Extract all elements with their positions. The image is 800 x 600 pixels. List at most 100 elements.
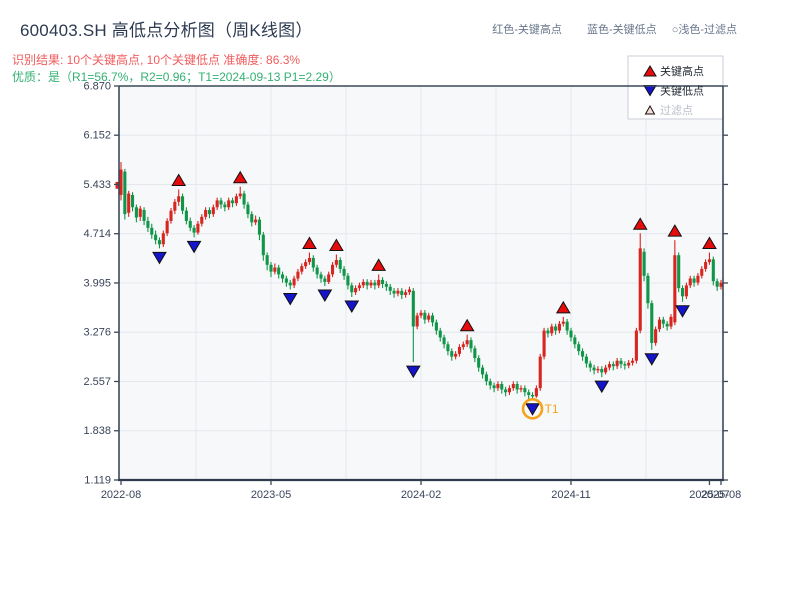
candle-body bbox=[400, 290, 404, 295]
candle-body bbox=[157, 240, 162, 245]
candle-body bbox=[669, 316, 673, 327]
key-low-marker bbox=[525, 403, 540, 416]
y-tick-label: 1.119 bbox=[84, 475, 111, 487]
candle-body bbox=[592, 367, 596, 371]
candle-body bbox=[546, 330, 550, 334]
candle-body bbox=[269, 264, 273, 272]
candle-body bbox=[692, 278, 696, 283]
candle-body bbox=[611, 364, 615, 367]
candle-body bbox=[365, 281, 369, 286]
candle-body bbox=[511, 384, 515, 389]
candle-body bbox=[315, 267, 319, 275]
candle-body bbox=[188, 220, 192, 228]
key-low-marker bbox=[317, 289, 333, 303]
candle-body bbox=[311, 257, 315, 268]
candle-body bbox=[573, 337, 577, 345]
candle-body bbox=[642, 251, 646, 276]
note-filtered: ○浅色-过滤点 bbox=[671, 24, 737, 36]
candle-body bbox=[150, 227, 154, 235]
key-low-marker bbox=[186, 240, 202, 254]
candle-body bbox=[719, 282, 723, 287]
candle-body bbox=[180, 196, 185, 211]
candle-body bbox=[519, 388, 523, 390]
legend-key-high-icon bbox=[643, 65, 657, 77]
candle-body bbox=[307, 257, 312, 263]
key-low-marker bbox=[675, 305, 690, 318]
candle-body bbox=[192, 227, 196, 233]
candle-body bbox=[480, 367, 485, 375]
t1-circle bbox=[521, 397, 544, 420]
y-tick-label: 3.995 bbox=[83, 277, 111, 289]
candle-body bbox=[238, 193, 242, 197]
legend-item-label: 关键低点 bbox=[660, 84, 704, 98]
candle-body bbox=[504, 389, 508, 393]
candle-body bbox=[134, 207, 138, 218]
key-high-marker bbox=[459, 318, 475, 332]
key-high-marker bbox=[632, 217, 648, 230]
candle-body bbox=[242, 193, 246, 205]
candle-body bbox=[569, 330, 573, 338]
y-tick-label: 5.433 bbox=[83, 179, 111, 191]
y-tick-label: 2.557 bbox=[83, 376, 111, 388]
candle-body bbox=[184, 210, 188, 221]
candle-body bbox=[154, 234, 158, 241]
candle-body bbox=[538, 356, 542, 389]
candle-body bbox=[707, 259, 712, 263]
candle-body bbox=[404, 292, 408, 295]
edge-candle bbox=[115, 181, 120, 189]
candle-body bbox=[219, 200, 223, 205]
key-high-marker bbox=[171, 173, 187, 186]
candle-body bbox=[423, 312, 427, 320]
candle-body bbox=[661, 319, 665, 324]
candle-body bbox=[177, 196, 181, 202]
candle-body bbox=[446, 344, 450, 352]
candle-body bbox=[673, 255, 677, 323]
candle-body bbox=[254, 219, 258, 223]
candle-body bbox=[280, 274, 285, 279]
candle-body bbox=[465, 340, 469, 345]
key-high-marker bbox=[232, 170, 248, 184]
candle-body bbox=[204, 210, 208, 217]
candle-body bbox=[319, 274, 323, 279]
candle-body bbox=[665, 323, 669, 327]
candle-body bbox=[146, 220, 150, 228]
candle-body bbox=[565, 321, 569, 331]
candle-body bbox=[165, 220, 169, 234]
candle-body bbox=[196, 223, 200, 233]
candle-body bbox=[550, 326, 554, 334]
candle-body bbox=[127, 193, 131, 213]
candle-body bbox=[542, 330, 546, 357]
candle-body bbox=[711, 259, 715, 282]
candle-body bbox=[696, 275, 700, 283]
candle-body bbox=[354, 288, 358, 293]
candle-body bbox=[454, 353, 458, 357]
legend-filtered-icon bbox=[644, 104, 656, 115]
candle-body bbox=[534, 388, 538, 397]
candle-body bbox=[230, 200, 235, 204]
x-tick-label: 2025-08 bbox=[701, 489, 741, 501]
candle-body bbox=[288, 282, 292, 286]
candle-body bbox=[411, 290, 415, 327]
candle-body bbox=[704, 262, 708, 269]
candle-body bbox=[257, 219, 262, 235]
candle-body bbox=[342, 268, 346, 276]
candle-body bbox=[338, 260, 342, 269]
candle-body bbox=[119, 169, 123, 195]
candle-body bbox=[473, 348, 477, 358]
candle-body bbox=[638, 248, 642, 331]
candle-body bbox=[600, 368, 604, 373]
candle-body bbox=[461, 344, 465, 348]
candle-body bbox=[327, 274, 331, 282]
candle-body bbox=[627, 362, 631, 366]
candle-body bbox=[684, 285, 688, 297]
x-tick-label: 2022-08 bbox=[101, 489, 141, 501]
candle-body bbox=[442, 337, 446, 345]
key-high-marker bbox=[371, 258, 387, 271]
candle-body bbox=[138, 208, 142, 217]
candle-body bbox=[596, 368, 600, 371]
candle-body bbox=[646, 275, 650, 304]
candle-body bbox=[123, 171, 127, 215]
candle-body bbox=[407, 289, 412, 293]
